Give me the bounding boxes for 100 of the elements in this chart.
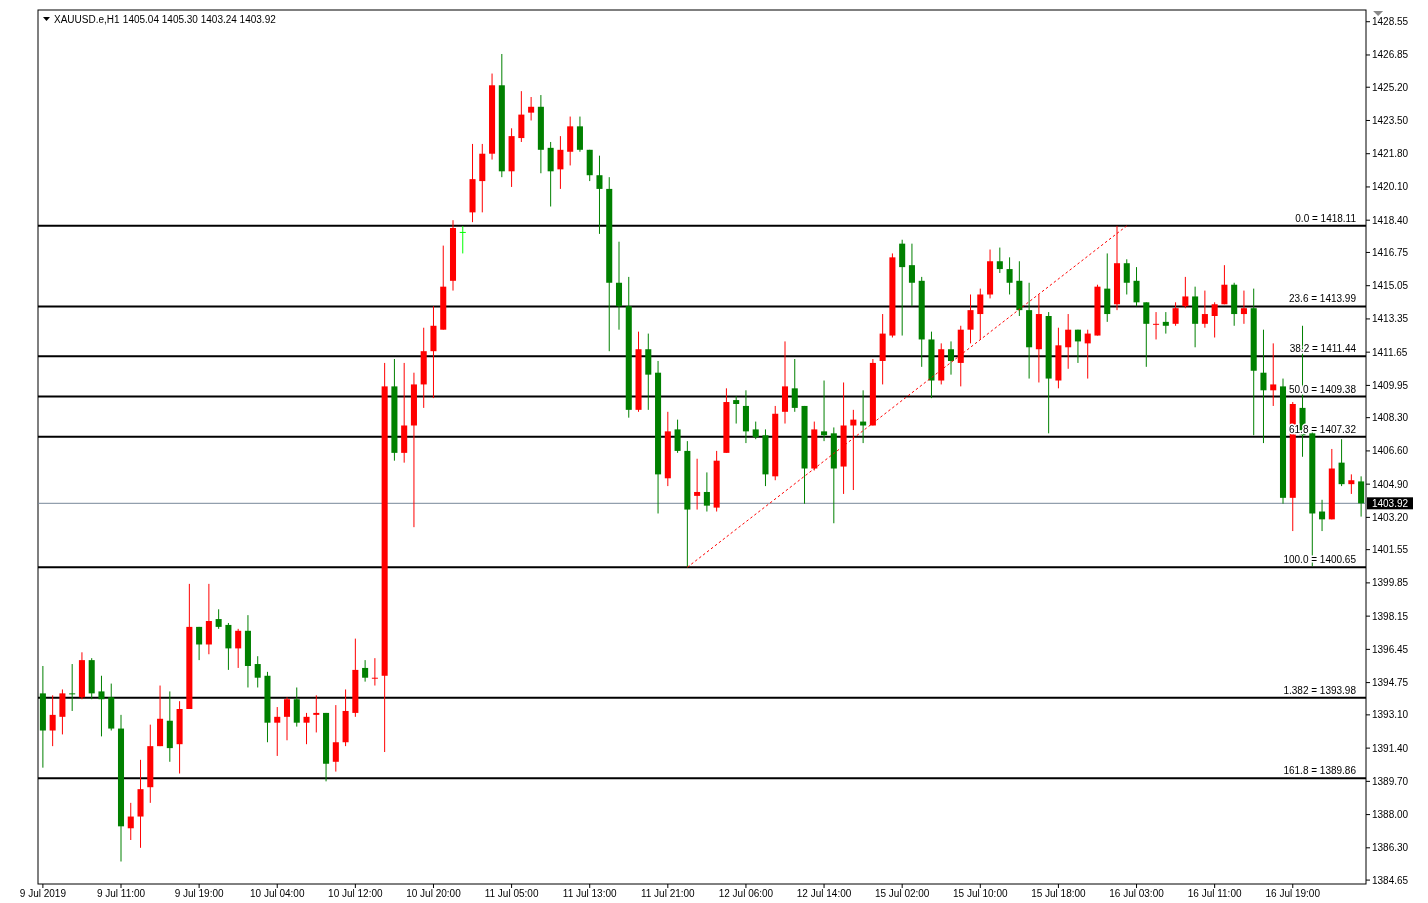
candlestick	[1123, 258, 1130, 295]
candlestick	[733, 395, 740, 425]
y-tick-label: 1394.75	[1372, 677, 1409, 689]
y-tick-label: 1411.65	[1372, 346, 1408, 358]
candlestick	[576, 116, 583, 153]
candlestick	[215, 608, 222, 630]
candlestick	[557, 135, 564, 190]
x-tick-label: 11 Jul 05:00	[484, 888, 539, 899]
x-tick-label: 9 Jul 11:00	[96, 888, 146, 899]
candlestick	[1133, 266, 1140, 307]
x-tick-label: 16 Jul 19:00	[1265, 888, 1321, 899]
x-tick-label: 10 Jul 12:00	[328, 888, 384, 899]
candlestick	[371, 657, 378, 687]
y-tick-label: 1401.55	[1372, 544, 1409, 556]
candlestick	[596, 155, 603, 235]
y-tick-label: 1409.95	[1372, 379, 1409, 391]
candlestick	[1143, 301, 1150, 368]
x-tick-label: 16 Jul 03:00	[1109, 888, 1165, 899]
candlestick	[98, 675, 105, 737]
candlestick	[205, 583, 212, 655]
candlestick	[1182, 276, 1189, 309]
candlestick	[791, 358, 798, 413]
candlestick	[254, 655, 261, 688]
candlestick	[225, 622, 232, 671]
x-tick-label: 9 Jul 19:00	[174, 888, 225, 899]
y-tick-label: 1391.40	[1372, 742, 1409, 754]
candlestick	[1153, 311, 1160, 340]
x-tick-label: 15 Jul 02:00	[874, 888, 930, 899]
candlestick	[1084, 329, 1091, 380]
y-tick-label: 1428.55	[1372, 16, 1409, 28]
candlestick	[1172, 301, 1179, 327]
candlestick	[528, 96, 535, 121]
candlestick	[69, 663, 76, 712]
candlestick	[1338, 438, 1345, 487]
candlestick	[362, 659, 369, 683]
candlestick	[49, 694, 56, 747]
candlestick	[518, 90, 525, 143]
y-tick-label: 1415.05	[1372, 280, 1409, 292]
candlestick	[908, 243, 915, 307]
ref-line-label: 1.382 = 1393.98	[1283, 684, 1357, 696]
y-tick-label: 1388.00	[1372, 809, 1409, 821]
candlestick	[694, 458, 701, 511]
y-tick-label: 1386.30	[1372, 842, 1409, 854]
ref-line-label: 23.6 = 1413.99	[1288, 293, 1357, 305]
y-tick-label: 1393.10	[1372, 709, 1409, 721]
candlestick	[59, 688, 66, 735]
candlestick	[1270, 342, 1277, 407]
candlestick	[293, 687, 300, 728]
x-tick-label: 15 Jul 18:00	[1031, 888, 1087, 899]
candlestick	[899, 239, 906, 337]
candlestick	[235, 628, 242, 669]
x-tick-label: 11 Jul 13:00	[562, 888, 618, 899]
candlestick	[1221, 264, 1228, 305]
candlestick	[303, 712, 310, 745]
x-tick-label: 12 Jul 06:00	[718, 888, 774, 899]
y-tick-label: 1396.45	[1372, 643, 1409, 655]
y-tick-label: 1420.10	[1372, 181, 1409, 193]
candlestick	[703, 471, 710, 513]
y-tick-label: 1425.20	[1372, 81, 1409, 93]
x-tick-label: 15 Jul 10:00	[953, 888, 1008, 899]
candlestick	[1162, 311, 1169, 335]
y-tick-label: 1403.20	[1372, 511, 1409, 523]
candlestick	[967, 293, 974, 344]
chart-subtitle: 1405.04 1405.30 1403.24 1403.92	[122, 14, 277, 25]
candlestick	[283, 696, 291, 741]
y-tick-label: 1408.30	[1372, 412, 1409, 424]
candlestick	[674, 419, 681, 454]
candlestick	[1240, 290, 1247, 325]
candlestick	[821, 380, 828, 442]
x-tick-label: 10 Jul 04:00	[249, 888, 305, 899]
y-tick-label: 1389.70	[1372, 775, 1409, 787]
y-tick-label: 1399.85	[1372, 577, 1409, 589]
y-tick-label: 1416.75	[1372, 246, 1409, 258]
candlestick	[1074, 329, 1081, 364]
candlestick	[274, 706, 281, 757]
y-tick-label: 1404.90	[1372, 478, 1409, 490]
candlestick	[547, 141, 554, 207]
candlestick	[1006, 256, 1013, 295]
y-tick-label: 1426.85	[1372, 49, 1409, 61]
x-tick-label: 12 Jul 14:00	[796, 888, 852, 899]
ref-line-label: 61.8 = 1407.32	[1288, 423, 1357, 435]
x-tick-label: 16 Jul 11:00	[1187, 888, 1242, 899]
x-tick-label: 9 Jul 2019	[19, 888, 67, 899]
candlestick	[1211, 301, 1218, 339]
candlestick	[1201, 290, 1208, 329]
y-tick-label: 1413.35	[1372, 313, 1409, 325]
y-tick-label: 1384.65	[1372, 874, 1409, 886]
candlestick	[313, 694, 320, 733]
candlestick	[1348, 473, 1355, 495]
candlestick	[196, 626, 203, 661]
candlestick	[1260, 329, 1267, 444]
candlestick	[1065, 313, 1072, 370]
candlestick	[947, 340, 955, 376]
x-tick-label: 11 Jul 21:00	[640, 888, 696, 899]
y-tick-label: 1406.60	[1372, 445, 1409, 457]
ref-line-label: 0.0 = 1418.11	[1295, 212, 1357, 224]
y-tick-label: 1418.40	[1372, 214, 1409, 226]
candlestick	[127, 802, 134, 841]
candlestick	[977, 288, 984, 340]
chart-title: XAUUSD.e,H1	[54, 14, 121, 25]
